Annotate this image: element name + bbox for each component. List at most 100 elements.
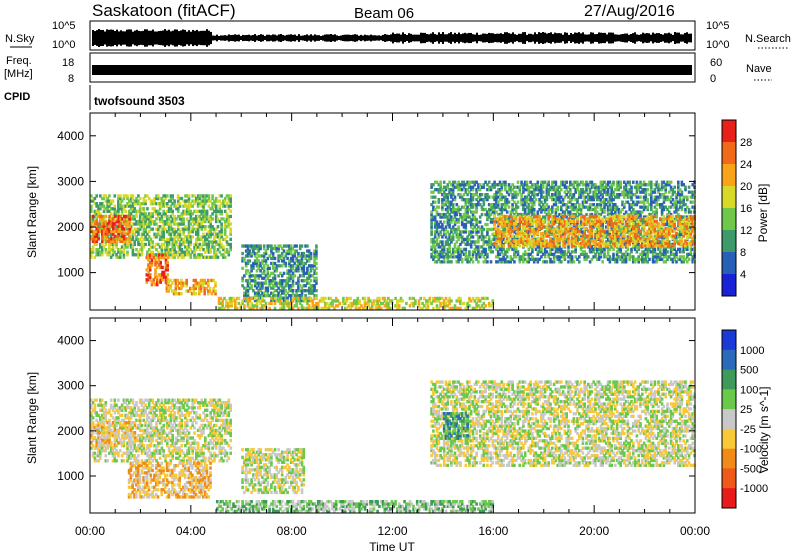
heatmap-cell (244, 261, 248, 266)
heatmap-cell (155, 209, 158, 213)
heatmap-cell (500, 203, 504, 207)
heatmap-cell (603, 207, 606, 212)
heatmap-cell (173, 253, 176, 257)
heatmap-cell (220, 225, 223, 229)
heatmap-cell (563, 195, 567, 199)
heatmap-cell (469, 299, 473, 303)
heatmap-cell (516, 252, 520, 256)
heatmap-cell (637, 215, 640, 219)
heatmap-cell (558, 257, 561, 261)
heatmap-cell (140, 225, 144, 229)
heatmap-cell (513, 212, 516, 217)
heatmap-cell (532, 260, 536, 264)
heatmap-cell (502, 247, 505, 251)
nsky-sample (654, 33, 656, 43)
heatmap-cell (169, 199, 173, 203)
heatmap-cell (273, 301, 277, 306)
heatmap-cell (162, 256, 166, 260)
heatmap-cell (109, 232, 113, 236)
nsky-sample (128, 29, 130, 47)
heatmap-cell (102, 209, 106, 213)
heatmap-cell (90, 207, 93, 211)
heatmap-cell (608, 198, 612, 202)
heatmap-cell (198, 248, 202, 252)
heatmap-cell (448, 296, 451, 301)
nsky-sample (674, 32, 676, 44)
heatmap-cell (500, 193, 504, 197)
heatmap-cell (200, 253, 203, 257)
heatmap-cell (487, 215, 491, 219)
heatmap-cell (459, 195, 462, 199)
heatmap-cell (605, 235, 608, 239)
heatmap-cell (435, 304, 439, 308)
heatmap-cell (320, 299, 324, 303)
heatmap-cell (655, 195, 658, 199)
heatmap-cell (164, 194, 167, 198)
heatmap-cell (644, 257, 648, 261)
heatmap-cell (280, 296, 284, 300)
heatmap-cell (180, 253, 184, 257)
nsky-sample (132, 31, 134, 45)
heatmap-cell (534, 188, 538, 192)
heatmap-cell (115, 229, 119, 233)
heatmap-cell (227, 219, 231, 224)
heatmap-cell (433, 232, 437, 237)
heatmap-cell (214, 227, 218, 231)
heatmap-cell (315, 249, 318, 253)
heatmap-cell (437, 299, 441, 303)
heatmap-cell (495, 255, 498, 259)
heatmap-cell (253, 291, 257, 295)
heatmap-cell (653, 210, 657, 214)
heatmap-cell (433, 220, 437, 224)
heatmap-cell (219, 296, 223, 301)
heatmap-cell (482, 260, 486, 264)
heatmap-cell (157, 273, 161, 277)
heatmap-cell (300, 259, 304, 263)
heatmap-cell (282, 286, 286, 290)
heatmap-cell (200, 217, 203, 221)
heatmap-cell (147, 270, 150, 274)
heatmap-cell (128, 219, 132, 224)
nsky-sample (496, 33, 498, 43)
nsky-sample (284, 35, 286, 41)
heatmap-cell (464, 190, 468, 194)
heatmap-cell (112, 229, 115, 233)
heatmap-cell (176, 245, 180, 249)
nsky-sample (236, 34, 238, 42)
heatmap-cell (111, 253, 115, 257)
heatmap-cell (639, 205, 642, 209)
heatmap-cell (212, 286, 215, 291)
heatmap-cell (218, 232, 222, 236)
heatmap-cell (457, 180, 460, 184)
heatmap-cell (189, 222, 193, 226)
heatmap-cell (117, 227, 120, 231)
heatmap-cell (222, 237, 225, 241)
heatmap-cell (493, 245, 496, 249)
heatmap-cell (277, 296, 280, 301)
heatmap-cell (444, 242, 448, 247)
heatmap-cell (169, 219, 173, 224)
heatmap-cell (255, 251, 259, 256)
heatmap-cell (264, 301, 268, 306)
heatmap-cell (184, 204, 187, 208)
heatmap-cell (253, 294, 257, 298)
heatmap-cell (653, 212, 657, 217)
heatmap-cell (158, 196, 162, 201)
heatmap-cell (153, 219, 156, 224)
heatmap-cell (471, 306, 475, 310)
heatmap-cell (100, 219, 104, 224)
heatmap-cell (446, 260, 450, 264)
heatmap-cell (527, 212, 531, 217)
heatmap-cell (229, 232, 232, 236)
heatmap-cell (108, 217, 111, 221)
heatmap-cell (487, 210, 491, 214)
heatmap-cell (234, 304, 237, 308)
nsky-sample (202, 30, 204, 46)
heatmap-cell (475, 247, 478, 251)
heatmap-cell (90, 237, 93, 241)
heatmap-cell (477, 230, 480, 234)
heatmap-cell (229, 214, 232, 219)
heatmap-cell (489, 227, 493, 232)
heatmap-cell (394, 304, 397, 308)
heatmap-cell (466, 200, 469, 204)
